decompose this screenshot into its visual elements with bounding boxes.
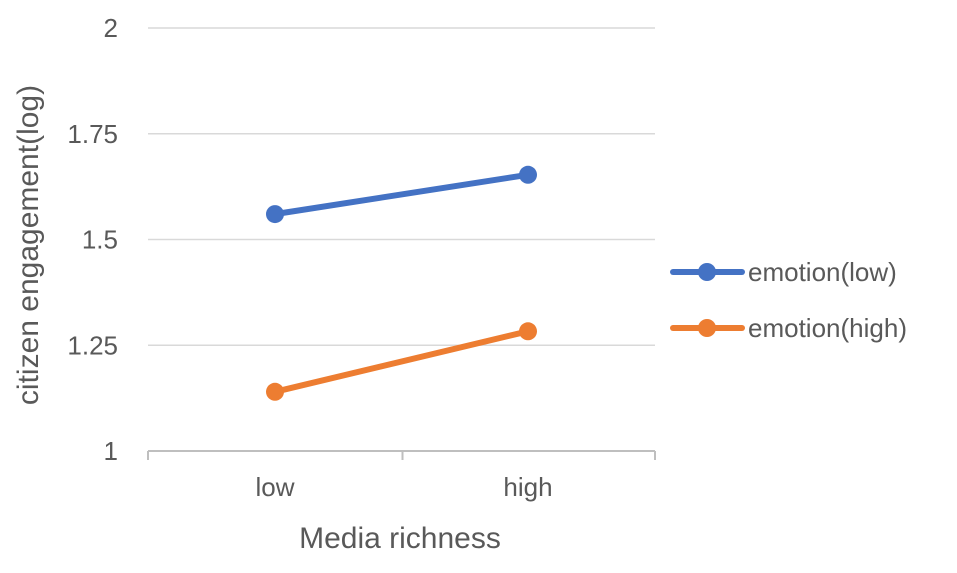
series-lines — [266, 165, 537, 401]
y-tick-label: 1.5 — [82, 225, 118, 255]
series-line — [272, 328, 531, 395]
x-tick-labels: low high — [255, 472, 552, 502]
gridlines — [148, 27, 655, 346]
data-point — [266, 205, 284, 224]
legend-marker — [698, 319, 716, 337]
y-tick-label: 1.25 — [67, 330, 118, 360]
x-tick-label: low — [255, 472, 294, 502]
data-point — [519, 165, 537, 184]
x-tick-label: high — [503, 472, 552, 502]
y-tick-labels: 1 1.25 1.5 1.75 2 — [67, 13, 118, 466]
data-point — [519, 322, 537, 341]
y-tick-label: 1.75 — [67, 119, 118, 149]
data-point — [266, 382, 284, 401]
series-0 — [266, 165, 537, 224]
legend-item: emotion(high) — [670, 313, 907, 343]
legend-label: emotion(low) — [748, 257, 897, 287]
legend-marker — [698, 263, 716, 281]
legend: emotion(low) emotion(high) — [670, 257, 907, 343]
y-tick-label: 1 — [104, 436, 118, 466]
y-axis-title: citizen engagement(log) — [12, 85, 45, 405]
legend-item: emotion(low) — [670, 257, 897, 287]
x-axis-title: Media richness — [299, 522, 501, 555]
y-tick-label: 2 — [104, 13, 118, 43]
series-1 — [266, 322, 537, 401]
x-axis — [147, 450, 656, 460]
legend-label: emotion(high) — [748, 313, 907, 343]
series-line — [272, 171, 531, 218]
